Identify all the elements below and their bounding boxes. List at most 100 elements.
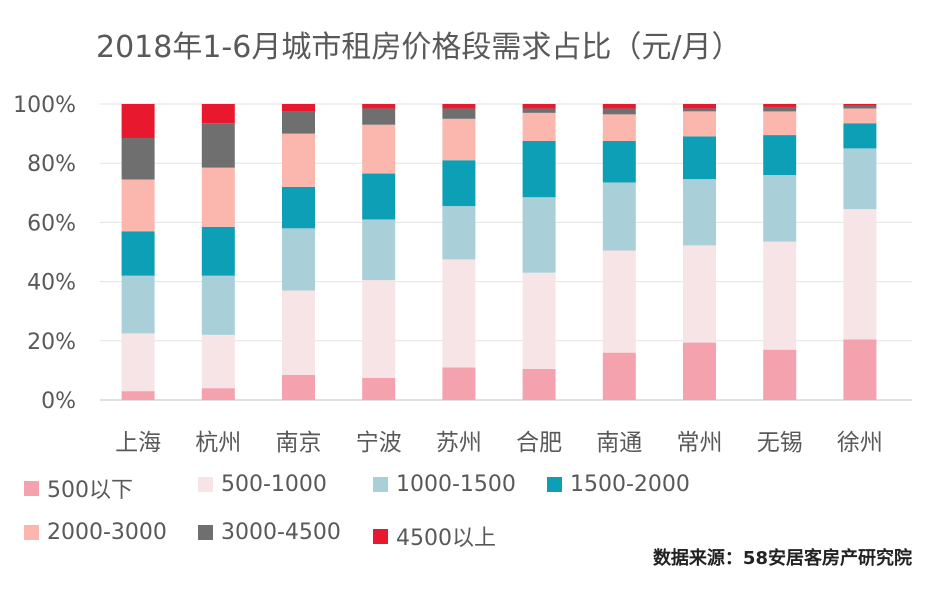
bar-segment [362, 104, 396, 109]
bar-segment [843, 108, 877, 124]
legend-label: 1500-2000 [570, 472, 690, 497]
x-tick-label: 南京 [276, 430, 322, 456]
bar-segment [121, 179, 155, 232]
bar-segment [121, 138, 155, 180]
bar-segment [282, 104, 315, 112]
bar-segment [843, 209, 877, 340]
bar-segment [362, 219, 396, 281]
bar-segment [602, 108, 636, 115]
bar-segment [843, 105, 877, 109]
x-tick-label: 常州 [677, 430, 723, 456]
bar-segment [362, 173, 396, 220]
legend-label: 500以下 [47, 478, 133, 503]
legend-swatch [547, 477, 562, 492]
bar-segment [362, 124, 396, 174]
x-tick-label: 南通 [596, 430, 642, 456]
legend-item: 4500以上 [373, 520, 496, 552]
legend-label: 500-1000 [221, 472, 327, 497]
bar-segment [442, 367, 476, 400]
bar-segment [763, 241, 797, 350]
legend-swatch [198, 525, 213, 540]
bar-segment [763, 175, 797, 242]
bar-segment [683, 342, 716, 400]
bar-segment [763, 104, 797, 107]
bar-segment [522, 272, 556, 369]
legend-swatch [198, 477, 213, 492]
bar-segment [201, 388, 235, 400]
bar-segment [522, 368, 556, 400]
bar-segment [201, 104, 235, 124]
bar-segment [282, 133, 315, 187]
bar-segment [282, 374, 315, 400]
x-tick-label: 杭州 [195, 430, 241, 456]
y-tick-label: 100% [13, 93, 76, 118]
y-tick-label: 20% [27, 330, 76, 355]
x-tick-label: 徐州 [837, 430, 883, 456]
bar-segment [602, 352, 636, 400]
x-tick-label: 宁波 [356, 430, 402, 456]
bars [121, 104, 877, 400]
bar-segment [121, 104, 155, 139]
bar-segment [683, 104, 716, 109]
legend-item: 2000-3000 [24, 520, 167, 545]
legend-item: 500以下 [24, 472, 133, 504]
bar-segment [201, 334, 235, 389]
y-tick-label: 60% [27, 211, 76, 236]
bar-segment [522, 108, 556, 113]
bar-segment [843, 148, 877, 210]
legend-label: 2000-3000 [47, 520, 167, 545]
bar-segment [121, 333, 155, 392]
bar-segment [201, 275, 235, 335]
x-tick-label: 无锡 [757, 430, 803, 456]
bar-segment [522, 104, 556, 109]
bar-segment [602, 182, 636, 251]
bar-segment [763, 111, 797, 136]
bar-segment [843, 123, 877, 149]
legend-swatch [24, 480, 39, 496]
legend-swatch [373, 477, 388, 492]
bar-segment [201, 123, 235, 168]
bar-segment [282, 111, 315, 134]
bar-segment [121, 391, 155, 400]
source-note: 数据来源：58安居客房产研究院 [652, 548, 912, 569]
bar-segment [522, 141, 556, 198]
bar-segment [683, 179, 716, 246]
x-tick-label: 上海 [115, 430, 161, 456]
x-tick-label: 合肥 [516, 430, 562, 456]
bar-segment [442, 108, 476, 119]
bar-segment [843, 104, 877, 106]
legend-label: 4500以上 [396, 526, 496, 551]
bar-segment [602, 104, 636, 109]
bar-segment [602, 141, 636, 183]
legend-item: 1000-1500 [373, 472, 516, 497]
legend-label: 1000-1500 [396, 472, 516, 497]
axes: 0% 20% 40% 60% 80% 100% 上海 杭州 南京 宁波 苏州 合肥 南通 常州 无锡 徐州 [13, 93, 883, 456]
bar-segment [442, 259, 476, 368]
y-tick-label: 0% [41, 389, 76, 414]
bar-segment [763, 106, 797, 112]
x-tick-label: 苏州 [436, 430, 482, 456]
bar-segment [442, 160, 476, 207]
bar-segment [282, 186, 315, 229]
chart-title: 2018年1-6月城市租房价格段需求占比（元/月） [96, 30, 742, 65]
bar-segment [843, 339, 877, 400]
y-tick-label: 80% [27, 152, 76, 177]
bar-segment [282, 228, 315, 291]
bar-segment [683, 245, 716, 343]
bar-segment [763, 349, 797, 400]
bar-segment [362, 280, 396, 378]
bar-segment [362, 108, 396, 125]
bar-segment [522, 197, 556, 273]
bar-segment [683, 108, 716, 112]
legend-item: 1500-2000 [547, 472, 690, 497]
bar-segment [362, 377, 396, 400]
bar-segment [121, 275, 155, 334]
legend-label: 3000-4500 [221, 520, 341, 545]
bar-segment [201, 226, 235, 276]
legend-swatch [373, 528, 388, 544]
bar-segment [522, 112, 556, 141]
bar-segment [763, 135, 797, 176]
bar-segment [683, 111, 716, 137]
bar-segment [121, 231, 155, 276]
